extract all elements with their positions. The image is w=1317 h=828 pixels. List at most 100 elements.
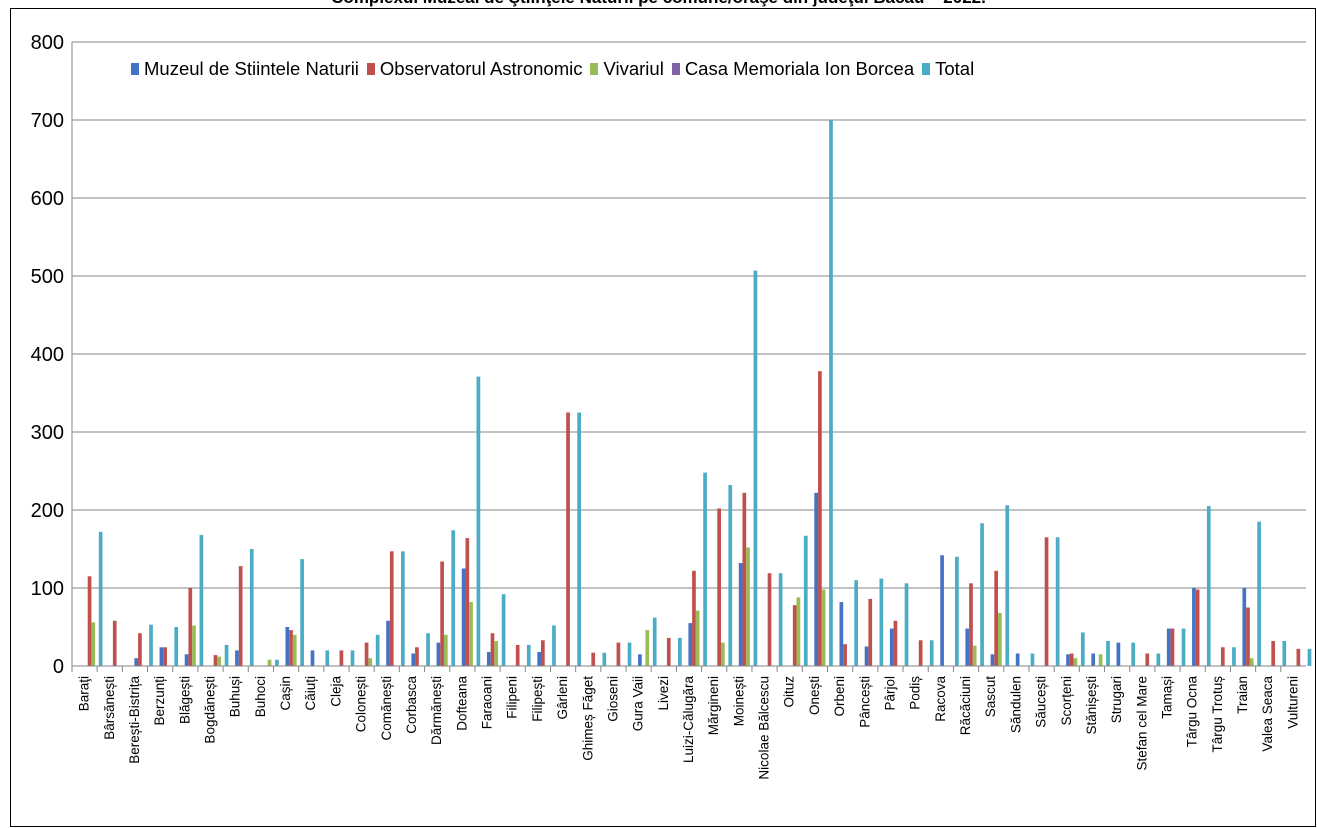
bar	[1015, 653, 1020, 666]
bar	[695, 610, 700, 666]
x-tick-label: Sascut	[983, 676, 998, 718]
bar	[541, 640, 545, 666]
bars	[87, 120, 1312, 666]
legend-label: Observatorul Astronomic	[379, 58, 583, 79]
legend-swatch	[366, 63, 375, 75]
bar	[688, 623, 693, 666]
legend-item: Muzeul de Stiintele Naturii	[131, 58, 359, 80]
bar	[1145, 653, 1150, 666]
x-tick-label: Filipeni	[505, 676, 520, 719]
bar	[692, 570, 696, 666]
x-tick-label: Traian	[1235, 676, 1250, 714]
bar	[645, 630, 650, 666]
x-tick-label: Berzunți	[152, 676, 167, 726]
bar	[411, 653, 416, 666]
bar	[224, 644, 229, 666]
x-tick-label: Onești	[807, 676, 822, 715]
y-tick-label: 800	[31, 32, 64, 54]
bar	[753, 270, 758, 666]
bar	[515, 644, 520, 666]
bar	[213, 655, 218, 666]
bar	[1242, 588, 1247, 666]
bar	[1044, 537, 1049, 666]
bar	[1080, 632, 1085, 666]
bar	[868, 598, 873, 666]
legend-label: Total	[935, 58, 975, 79]
x-tick-label: Ghimeș Făget	[580, 676, 595, 761]
legend-swatch	[590, 63, 599, 75]
x-tick-label: Faraoani	[480, 676, 495, 729]
bar	[292, 634, 297, 666]
x-tick-label: Săucești	[1034, 676, 1049, 728]
bar	[426, 633, 430, 666]
bar	[1091, 653, 1096, 666]
x-tick-label: Pârjol	[883, 676, 898, 711]
y-tick-label: 700	[31, 110, 64, 132]
bar	[904, 583, 909, 666]
bar	[994, 570, 999, 666]
bar	[879, 578, 884, 666]
x-tick-label: Scorțeni	[1059, 676, 1074, 726]
bar	[275, 659, 279, 666]
bar	[717, 508, 721, 666]
bar	[1192, 588, 1196, 666]
x-tick-label: Strugari	[1109, 676, 1124, 723]
bar	[350, 650, 355, 666]
bar	[666, 637, 671, 666]
chart-frame	[10, 8, 1316, 827]
bar	[188, 588, 193, 666]
bar	[980, 523, 984, 666]
bar	[1249, 658, 1254, 666]
x-tick-label: Cleja	[328, 676, 343, 707]
x-tick-label: Bogdănești	[203, 676, 218, 744]
bar	[577, 412, 581, 666]
bar	[738, 563, 743, 666]
bar	[893, 620, 898, 666]
bar	[1257, 521, 1261, 666]
x-tick-label: Berești-Bistrița	[127, 676, 142, 764]
bar	[1166, 628, 1171, 666]
bar	[249, 549, 254, 666]
bar	[1069, 653, 1074, 666]
bar	[602, 652, 607, 666]
bar	[1307, 648, 1312, 666]
bar	[1232, 647, 1236, 666]
x-tick-label: Răcăciuni	[958, 676, 973, 735]
bar	[87, 576, 92, 666]
bar	[965, 628, 970, 666]
bar	[1195, 589, 1200, 666]
bar	[440, 561, 444, 666]
axes	[71, 42, 1306, 672]
x-tick-label: Filipești	[530, 676, 545, 722]
legend-label: Vivariul	[603, 58, 664, 79]
bar	[678, 637, 682, 666]
bar	[955, 556, 959, 666]
bar	[289, 630, 293, 666]
x-tick-label: Corbasca	[404, 676, 419, 734]
bar	[821, 589, 826, 666]
y-tick-label: 500	[31, 266, 64, 288]
legend-swatch	[131, 63, 139, 75]
x-tick-label: Luizi-Călugăra	[681, 676, 696, 764]
x-tick-label: Pâncești	[857, 676, 872, 728]
x-tick-label: Stănișești	[1084, 676, 1099, 735]
x-tick-label: Târgu Ocna	[1185, 676, 1200, 748]
bar	[1055, 537, 1060, 666]
bar	[339, 650, 344, 666]
bar	[972, 645, 977, 666]
legend-item: Casa Memoriala Ion Borcea	[671, 58, 914, 80]
y-tick-label: 300	[31, 422, 64, 444]
bar	[1131, 642, 1136, 666]
x-tick-label: Comănești	[379, 676, 394, 741]
bar	[839, 602, 844, 666]
bar	[149, 624, 153, 666]
bar	[746, 547, 750, 666]
bar	[803, 535, 808, 666]
bar	[465, 538, 470, 666]
x-tick-label: Bârsănești	[102, 676, 117, 740]
bar	[829, 120, 833, 666]
legend-item: Vivariul	[590, 58, 664, 80]
bar	[436, 642, 441, 666]
legend-swatch	[922, 63, 931, 75]
